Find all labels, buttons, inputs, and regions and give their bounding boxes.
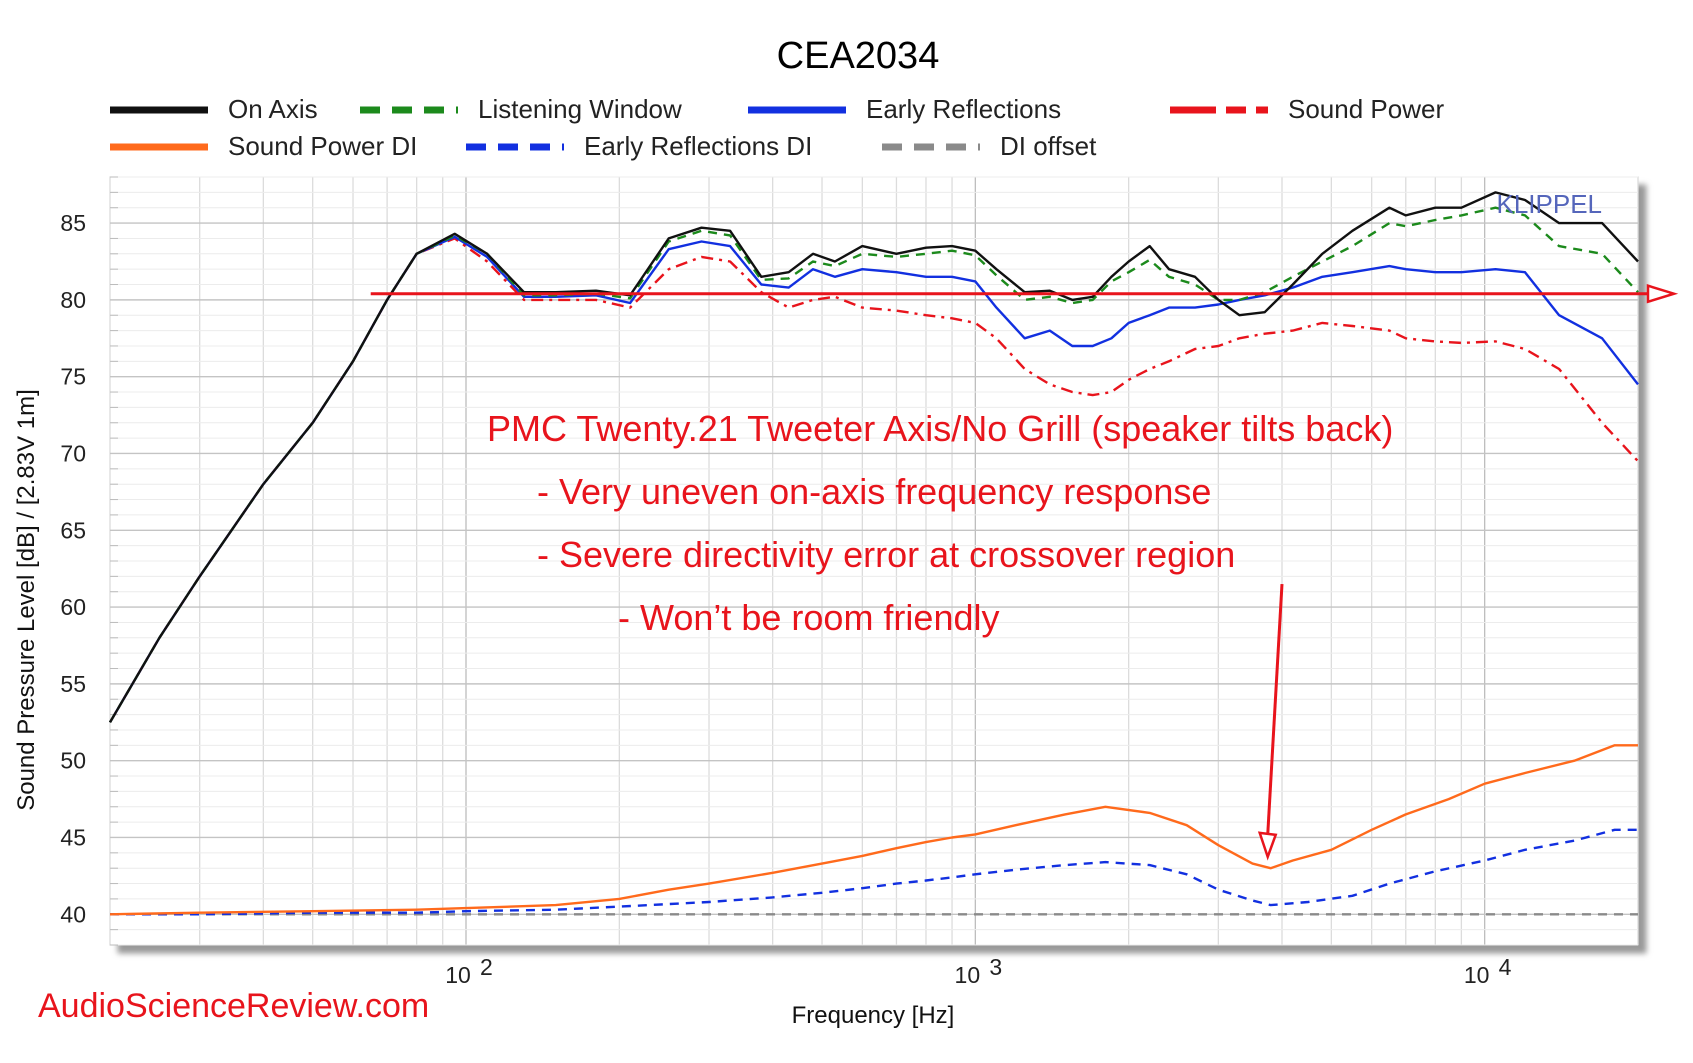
series-early-reflections-di <box>110 828 1638 916</box>
x-tick-exponent: 4 <box>1499 954 1512 980</box>
y-tick-label: 85 <box>60 210 86 236</box>
legend-label: Sound Power DI <box>228 131 417 161</box>
chart-title: CEA2034 <box>777 35 940 77</box>
legend: On Axis Listening Window Early Reflections… <box>110 94 1444 161</box>
source-watermark: AudioScienceReview.com <box>38 987 429 1025</box>
series-on-axis <box>108 191 1639 723</box>
series-layer <box>108 191 1639 916</box>
reference-line-arrowhead <box>1646 284 1679 304</box>
annotation-bullet-1: - Very uneven on-axis frequency response <box>537 471 1211 512</box>
x-tick-exponent: 3 <box>989 954 1002 980</box>
series-sound-power-di <box>109 744 1638 916</box>
y-tick-label: 55 <box>60 671 86 697</box>
legend-label: Sound Power <box>1288 94 1444 124</box>
y-tick-label: 75 <box>60 364 86 390</box>
grid <box>109 176 1639 946</box>
legend-label: Listening Window <box>478 94 682 124</box>
annotation-arrowhead <box>1257 831 1278 861</box>
y-axis: 40 45 50 55 60 65 70 75 80 85 <box>60 210 86 927</box>
y-axis-label: Sound Pressure Level [dB] / [2.83V 1m] <box>13 389 40 811</box>
series-early-reflections <box>108 235 1639 723</box>
annotation-bullet-2: - Severe directivity error at crossover … <box>537 534 1235 575</box>
x-tick-label: 10 <box>1464 962 1490 988</box>
annotation-arrow <box>1266 583 1284 835</box>
legend-label: DI offset <box>1000 131 1097 161</box>
annotation-headline: PMC Twenty.21 Tweeter Axis/No Grill (spe… <box>487 408 1393 449</box>
y-tick-label: 60 <box>60 594 86 620</box>
x-tick-exponent: 2 <box>480 954 493 980</box>
legend-label: Early Reflections <box>866 94 1061 124</box>
y-tick-label: 50 <box>60 748 86 774</box>
x-axis-label: Frequency [Hz] <box>792 1002 955 1029</box>
annotation-bullet-3: - Won’t be room friendly <box>618 597 999 638</box>
y-tick-label: 80 <box>60 287 86 313</box>
x-axis: 10 2 10 3 10 4 <box>445 954 1511 988</box>
legend-label: On Axis <box>228 94 318 124</box>
series-sound-power <box>108 237 1639 723</box>
y-tick-label: 70 <box>60 440 86 466</box>
legend-label: Early Reflections DI <box>584 131 812 161</box>
x-tick-label: 10 <box>445 962 471 988</box>
x-tick-label: 10 <box>955 962 981 988</box>
y-tick-label: 40 <box>60 901 86 927</box>
klippel-watermark: KLIPPEL <box>1496 189 1602 219</box>
y-tick-label: 45 <box>60 824 86 850</box>
y-tick-label: 65 <box>60 517 86 543</box>
annotations: PMC Twenty.21 Tweeter Axis/No Grill (spe… <box>370 284 1679 861</box>
